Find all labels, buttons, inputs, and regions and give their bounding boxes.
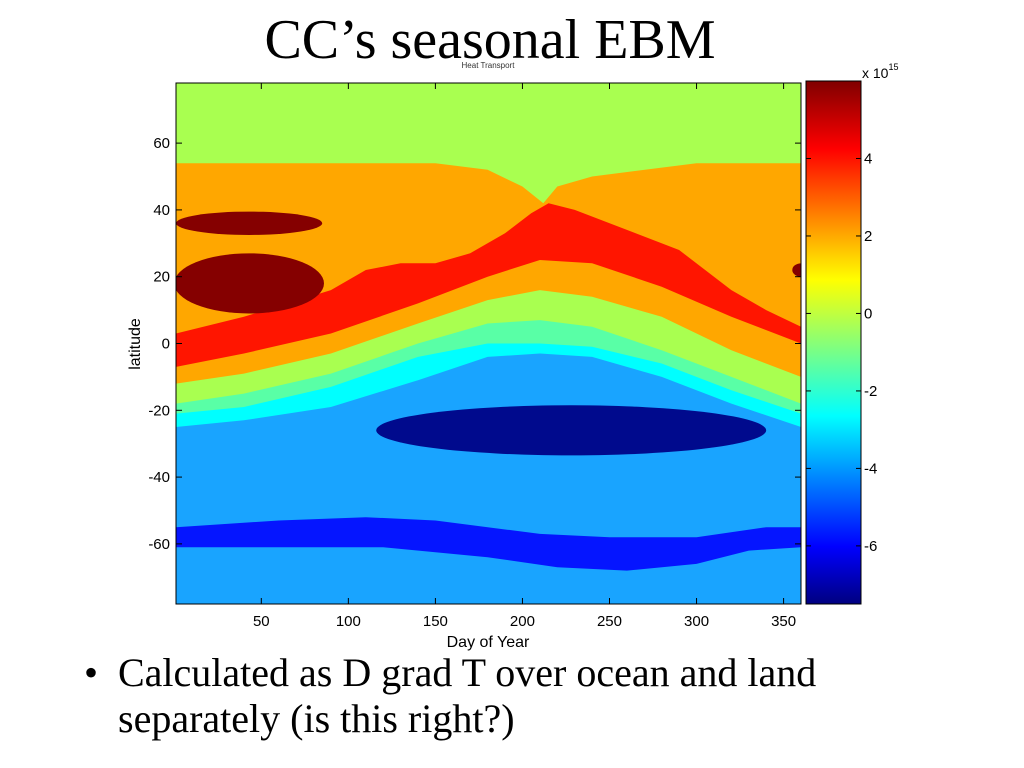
x-tick-label: 50 (253, 613, 270, 630)
plot-area (176, 83, 801, 604)
x-tick-label: 300 (684, 613, 709, 630)
slide-title: CC’s seasonal EBM (264, 9, 716, 71)
y-tick-label: 60 (153, 135, 170, 152)
colorbar-tick-label: 2 (864, 228, 872, 245)
contour-patch (792, 263, 801, 277)
y-tick-label: 0 (162, 336, 170, 353)
y-tick-label: 20 (153, 269, 170, 286)
colorbar: -6 -4 -2 0 2 4 x 1015 (805, 62, 898, 605)
x-tick-label: 100 (336, 613, 361, 630)
colorbar-ticks: -6 -4 -2 0 2 4 (806, 150, 877, 555)
contour-band (176, 547, 801, 604)
x-tick-label: 350 (771, 613, 796, 630)
x-axis-label: Day of Year (447, 634, 530, 651)
contour-patch (176, 211, 323, 235)
bullet-marker: • (84, 650, 99, 695)
bullet-item: • Calculated as D grad T over ocean and l… (84, 650, 984, 742)
colorbar-tick-label: -6 (864, 538, 877, 555)
colorbar-tick-label: 0 (864, 305, 872, 322)
y-tick-label: -40 (148, 469, 170, 486)
y-tick-label: -60 (148, 536, 170, 553)
colorbar-tick-label: 4 (864, 150, 872, 167)
x-ticks: 50 100 150 200 250 300 350 (253, 83, 796, 630)
colorbar-tick-label: -2 (864, 383, 877, 400)
x-tick-label: 200 (510, 613, 535, 630)
contour-patch (176, 253, 324, 314)
colorbar-tick-label: -4 (864, 460, 877, 477)
colorbar-gradient (805, 80, 862, 605)
y-tick-label: -20 (148, 402, 170, 419)
bullet-text: Calculated as D grad T over ocean and la… (118, 650, 817, 741)
y-tick-label: 40 (153, 202, 170, 219)
colorbar-exponent-power: 15 (888, 62, 898, 72)
plot-title: Heat Transport (462, 61, 516, 70)
contour-bands (176, 83, 801, 604)
bullet-list: • Calculated as D grad T over ocean and l… (84, 650, 984, 742)
x-tick-label: 150 (423, 613, 448, 630)
y-axis-label: latitude (127, 318, 144, 370)
colorbar-exponent-label: x 1015 (862, 62, 898, 81)
contour-patches (176, 211, 801, 456)
y-ticks: -60 -40 -20 0 20 40 60 (148, 135, 801, 553)
colorbar-exponent-base: x 10 (862, 65, 889, 81)
x-tick-label: 250 (597, 613, 622, 630)
contour-patch (376, 405, 767, 456)
